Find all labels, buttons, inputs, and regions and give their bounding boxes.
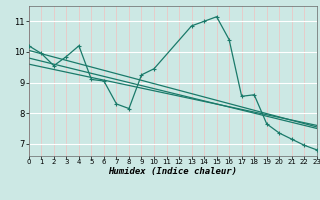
X-axis label: Humidex (Indice chaleur): Humidex (Indice chaleur) — [108, 167, 237, 176]
